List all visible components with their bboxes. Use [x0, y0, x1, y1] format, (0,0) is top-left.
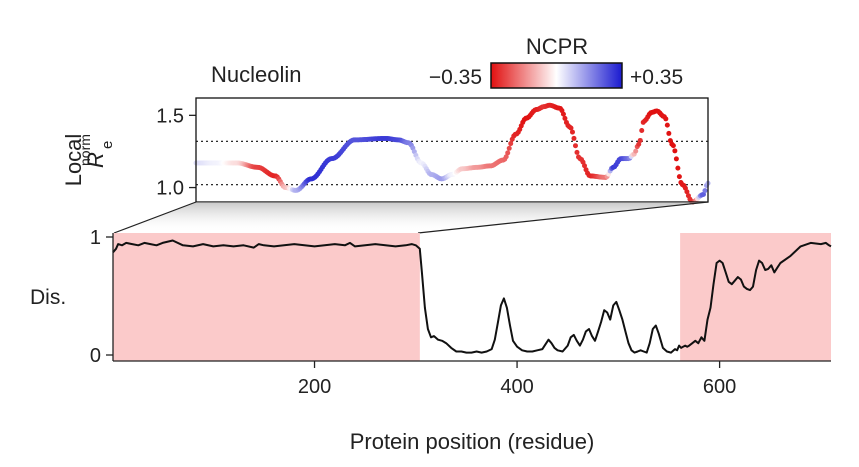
re-norm-point [503, 154, 509, 160]
disordered-region [113, 233, 420, 361]
disordered-regions [113, 233, 831, 361]
re-norm-point [633, 148, 639, 154]
re-norm-y-axis-title: Local [61, 134, 86, 187]
re-norm-plot-frame [195, 97, 709, 203]
re-norm-point [672, 148, 678, 154]
re-norm-point [666, 130, 672, 136]
re-norm-point [702, 188, 708, 194]
x-axis-label: Protein position (residue) [350, 429, 595, 454]
re-norm-y-axis-subscript: e [99, 141, 116, 149]
disordered-region [680, 233, 831, 361]
disorder-series [112, 239, 832, 354]
x-axis-tick-label: 200 [298, 376, 331, 398]
disorder-y-axis-label: Dis. [30, 286, 66, 309]
zoom-line-left [113, 201, 197, 234]
colorbar-title: NCPR [526, 34, 588, 59]
zoom-line-right [417, 201, 709, 234]
re-norm-point [663, 116, 669, 122]
re-norm-point [673, 156, 679, 162]
re-norm-panel: Local R e norm 1.0 1.5 [61, 97, 711, 205]
re-norm-reference-lines [196, 140, 708, 186]
re-norm-point [568, 125, 574, 131]
x-axis-tick-label: 600 [703, 376, 736, 398]
disorder-y-tick-label: 0 [90, 345, 101, 367]
re-norm-point [562, 115, 568, 121]
protein-name: Nucleolin [211, 62, 302, 87]
re-norm-point [572, 143, 578, 149]
re-norm-point [569, 129, 575, 135]
re-norm-point [675, 165, 681, 171]
svg-text:R: R [83, 152, 108, 168]
re-norm-point [670, 143, 676, 149]
re-norm-point [676, 174, 682, 180]
re-norm-point [574, 149, 580, 155]
re-norm-point [637, 137, 643, 143]
disorder-x-ticks: 200 400 600 [298, 361, 736, 398]
re-norm-point [582, 163, 588, 169]
re-norm-point [560, 111, 566, 117]
disorder-panel: Dis. 01 200 400 600 [30, 227, 832, 398]
re-norm-point [571, 135, 577, 141]
x-axis-tick-label: 400 [500, 376, 533, 398]
re-norm-point [505, 150, 511, 156]
colorbar-min-label: −0.35 [429, 66, 482, 89]
re-norm-y-tick-label: 1.0 [156, 178, 184, 200]
re-norm-y-axis-label: Local R e norm [61, 134, 116, 187]
re-norm-y-ticks: 1.0 1.5 [156, 105, 196, 200]
re-norm-point [700, 191, 706, 197]
disorder-y-tick-label: 1 [90, 227, 101, 249]
re-norm-y-tick-label: 1.5 [156, 105, 184, 127]
colorbar-max-label: +0.35 [630, 66, 683, 89]
zoom-connector [113, 201, 709, 234]
zoom-shading [114, 202, 708, 233]
re-norm-y-axis-superscript: norm [77, 134, 93, 166]
re-norm-point [636, 141, 642, 147]
re-norm-point [506, 145, 512, 151]
disorder-y-ticks: 01 [90, 227, 113, 367]
disorder-line [112, 239, 832, 354]
re-norm-series [193, 102, 711, 205]
re-norm-point [664, 122, 670, 128]
re-norm-point [639, 128, 645, 134]
ncpr-colorbar [490, 62, 623, 89]
re-norm-y-axis-symbol: R [83, 152, 108, 168]
re-norm-point [508, 141, 514, 147]
re-norm-point [684, 189, 690, 195]
